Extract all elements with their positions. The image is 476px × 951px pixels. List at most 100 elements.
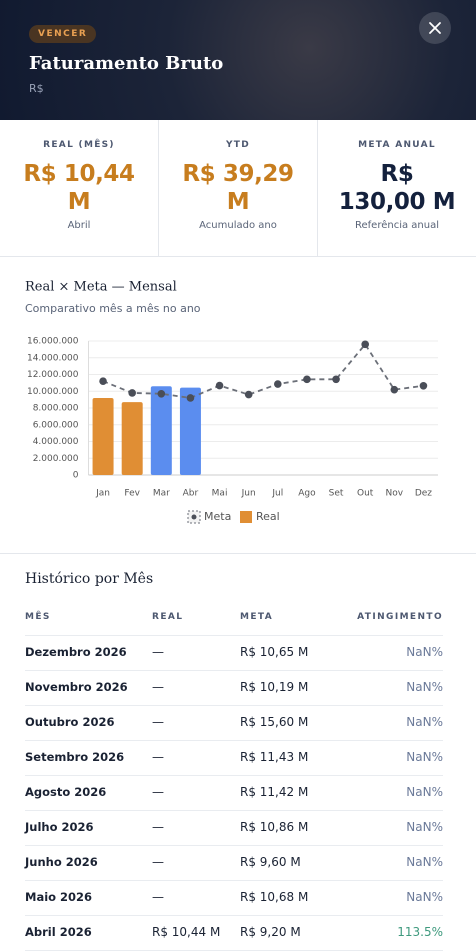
status-badge: VENCER	[29, 25, 97, 43]
legend-label: Real	[256, 510, 280, 523]
table-cell: NaN%	[406, 785, 443, 799]
meta-point	[244, 390, 253, 399]
table-cell: NaN%	[406, 645, 443, 659]
y-tick-label: 10.000.000	[27, 387, 79, 397]
column-header: REAL	[152, 612, 184, 622]
meta-point	[274, 380, 282, 388]
table-cell: —	[152, 820, 164, 834]
x-tick-label: Mar	[153, 489, 170, 499]
table-row: Setembro 2026 — R$ 11,43 M NaN%	[25, 740, 443, 776]
table-cell: NaN%	[406, 715, 443, 729]
x-tick-label: Out	[357, 489, 374, 499]
table-cell: R$ 10,86 M	[240, 820, 309, 834]
kpi-value: R$ 130,00 M	[338, 161, 456, 215]
table-cell: Maio 2026	[25, 890, 93, 904]
meta-point	[186, 394, 195, 402]
meta-point	[361, 340, 369, 349]
x-tick-label: Abr	[183, 489, 199, 499]
history-title: Histórico por Mês	[25, 571, 154, 587]
x-tick-label: Jan	[95, 489, 110, 499]
header-subtitle: R$	[29, 82, 44, 95]
x-tick-label: Mai	[212, 489, 228, 499]
table-cell: R$ 10,44 M	[152, 925, 221, 939]
table-row: Julho 2026 — R$ 10,86 M NaN%	[25, 810, 443, 846]
table-cell: 113.5%	[397, 925, 443, 939]
kpi-card: REAL (MÊS) R$ 10,44 M Abril	[0, 120, 159, 256]
table-cell: Novembro 2026	[25, 680, 128, 694]
table-cell: NaN%	[406, 855, 443, 869]
meta-point	[419, 382, 428, 390]
chart: Real × Meta — Mensal Comparativo mês a m…	[25, 280, 438, 524]
table-cell: NaN%	[406, 680, 443, 694]
y-tick-label: 6.000.000	[33, 420, 79, 430]
table-cell: —	[152, 855, 164, 869]
table-cell: Agosto 2026	[25, 785, 107, 799]
header-title: Faturamento Bruto	[29, 53, 224, 74]
kpi-row: REAL (MÊS) R$ 10,44 M Abril YTD R$ 39,29 M Ac…	[0, 120, 476, 257]
x-tick-label: Jul	[271, 489, 283, 499]
close-button[interactable]	[419, 12, 451, 44]
table-row: Maio 2026 — R$ 10,68 M NaN%	[25, 880, 443, 916]
kpi-label: REAL (MÊS)	[43, 140, 115, 150]
table-cell: —	[152, 680, 164, 694]
y-tick-label: 4.000.000	[33, 437, 79, 447]
meta-point	[157, 389, 166, 398]
table-cell: —	[152, 785, 164, 799]
y-tick-label: 12.000.000	[27, 370, 79, 380]
legend-swatch-dot	[191, 514, 197, 520]
meta-point	[99, 377, 107, 385]
table-cell: R$ 10,65 M	[240, 645, 309, 659]
header: VENCER Faturamento Bruto R$	[0, 0, 476, 120]
table-cell: Setembro 2026	[25, 750, 125, 764]
x-tick-label: Fev	[124, 489, 140, 499]
table-cell: R$ 9,20 M	[240, 925, 301, 939]
kpi-card: YTD R$ 39,29 M Acumulado ano	[159, 120, 318, 256]
y-tick-label: 8.000.000	[33, 404, 79, 414]
kpi-note: Abril	[67, 220, 91, 231]
table-cell: R$ 11,42 M	[240, 785, 309, 799]
meta-point	[128, 389, 136, 397]
table-cell: R$ 10,68 M	[240, 890, 309, 904]
chart-title: Real × Meta — Mensal	[25, 280, 177, 295]
table-cell: Julho 2026	[25, 820, 94, 834]
table-cell: NaN%	[406, 890, 443, 904]
kpi-card: META ANUAL R$ 130,00 M Referência anual	[318, 120, 476, 256]
table-row: Abril 2026 R$ 10,44 M R$ 9,20 M 113.5%	[25, 915, 443, 951]
table-cell: Junho 2026	[25, 855, 98, 869]
y-tick-label: 16.000.000	[27, 337, 79, 347]
legend-label: Meta	[204, 510, 231, 523]
kpi-note: Referência anual	[355, 220, 439, 231]
bar	[92, 397, 114, 475]
table-cell: Dezembro 2026	[25, 645, 127, 659]
meta-line	[102, 342, 424, 399]
bar	[150, 386, 172, 475]
chart-subtitle: Comparativo mês a mês no ano	[25, 302, 201, 315]
legend-swatch	[240, 511, 252, 523]
table-cell: NaN%	[406, 820, 443, 834]
table-cell: R$ 10,19 M	[240, 680, 309, 694]
table-cell: R$ 15,60 M	[240, 715, 309, 729]
table-cell: Outubro 2026	[25, 715, 115, 729]
table-cell: NaN%	[406, 750, 443, 764]
bar	[121, 402, 143, 475]
table-cell: —	[152, 890, 164, 904]
table-header: MÊS REAL META ATINGIMENTO	[25, 600, 443, 636]
y-tick-label: 14.000.000	[27, 353, 79, 363]
x-tick-label: Dez	[415, 489, 432, 499]
kpi-value: R$ 10,44 M	[23, 161, 135, 215]
meta-point	[215, 381, 224, 390]
y-tick-label: 0	[73, 471, 79, 481]
bar	[179, 387, 201, 475]
table-cell: R$ 9,60 M	[240, 855, 301, 869]
table-row: Junho 2026 — R$ 9,60 M NaN%	[25, 845, 443, 881]
kpi-note: Acumulado ano	[199, 220, 277, 231]
table-row: Outubro 2026 — R$ 15,60 M NaN%	[25, 705, 443, 741]
y-tick-label: 2.000.000	[33, 454, 79, 464]
table-row: Novembro 2026 — R$ 10,19 M NaN%	[25, 670, 443, 706]
meta-point	[332, 375, 340, 384]
x-tick-label: Nov	[386, 489, 404, 499]
x-tick-label: Ago	[298, 489, 316, 499]
kpi-label: META ANUAL	[358, 140, 436, 150]
column-header: ATINGIMENTO	[357, 612, 443, 622]
